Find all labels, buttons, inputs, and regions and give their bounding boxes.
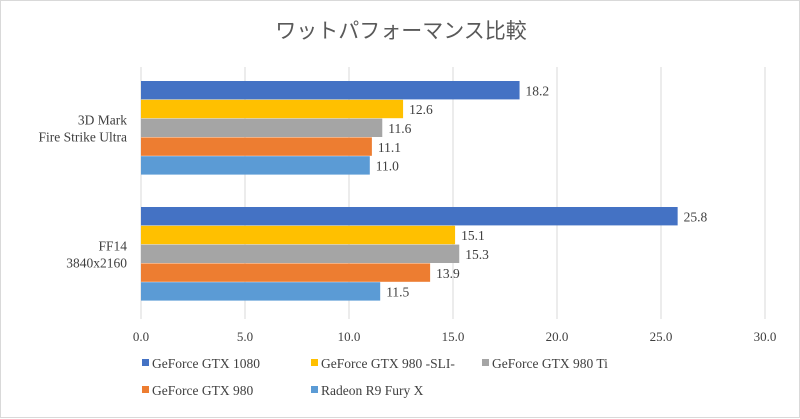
data-label: 15.1	[461, 228, 485, 243]
data-label: 11.5	[386, 285, 409, 300]
data-label: 13.9	[436, 266, 460, 281]
data-label: 15.3	[465, 247, 489, 262]
data-label: 11.0	[376, 159, 399, 174]
legend-swatch	[311, 386, 318, 393]
bar	[141, 156, 370, 175]
category-label: Fire Strike Ultra	[39, 130, 127, 145]
bar	[141, 282, 381, 301]
bars	[141, 81, 678, 301]
bar	[141, 244, 460, 263]
legend-label: GeForce GTX 1080	[152, 356, 260, 371]
data-label: 18.2	[526, 83, 550, 98]
x-tick-label: 10.0	[338, 329, 361, 344]
x-tick-label: 25.0	[650, 329, 673, 344]
data-labels: 18.2 12.6 11.6 11.1 11.0 25.8 15.1 15.3 13.9 11.5	[376, 83, 708, 299]
category-labels: 3D Mark Fire Strike Ultra FF14 3840x2160	[39, 113, 128, 271]
data-label: 11.6	[388, 121, 411, 136]
x-axis-ticks: 0.0 5.0 10.0 15.0 20.0 25.0 30.0	[133, 329, 777, 344]
category-label: FF14	[98, 239, 127, 254]
x-tick-label: 15.0	[442, 329, 465, 344]
legend-label: GeForce GTX 980 -SLI-	[321, 356, 455, 371]
legend-item: Radeon R9 Fury X	[311, 383, 424, 398]
legend-label: Radeon R9 Fury X	[321, 383, 424, 398]
legend-item: GeForce GTX 980 -SLI-	[311, 356, 455, 371]
legend-label: GeForce GTX 980	[152, 383, 253, 398]
chart-title: ワットパフォーマンス比較	[275, 19, 527, 43]
data-label: 25.8	[684, 209, 708, 224]
legend: GeForce GTX 1080 GeForce GTX 980 -SLI- GeF…	[142, 356, 608, 398]
legend-item: GeForce GTX 980 Ti	[482, 356, 608, 371]
x-tick-label: 0.0	[133, 329, 149, 344]
data-label: 11.1	[378, 140, 401, 155]
legend-item: GeForce GTX 980	[142, 383, 253, 398]
bar	[141, 99, 404, 119]
legend-swatch	[482, 359, 489, 366]
x-tick-label: 30.0	[754, 329, 777, 344]
category-label: 3840x2160	[66, 256, 127, 271]
legend-swatch	[142, 359, 149, 366]
bar	[141, 263, 431, 282]
category-label: 3D Mark	[78, 113, 127, 128]
bar	[141, 118, 383, 137]
x-tick-label: 20.0	[546, 329, 569, 344]
bar	[141, 207, 678, 226]
bar	[141, 137, 372, 156]
data-label: 12.6	[409, 102, 433, 117]
x-tick-label: 5.0	[237, 329, 253, 344]
legend-label: GeForce GTX 980 Ti	[492, 356, 608, 371]
legend-item: GeForce GTX 1080	[142, 356, 260, 371]
legend-swatch	[311, 359, 318, 366]
bar	[141, 225, 456, 245]
bar	[141, 81, 520, 100]
legend-swatch	[142, 386, 149, 393]
